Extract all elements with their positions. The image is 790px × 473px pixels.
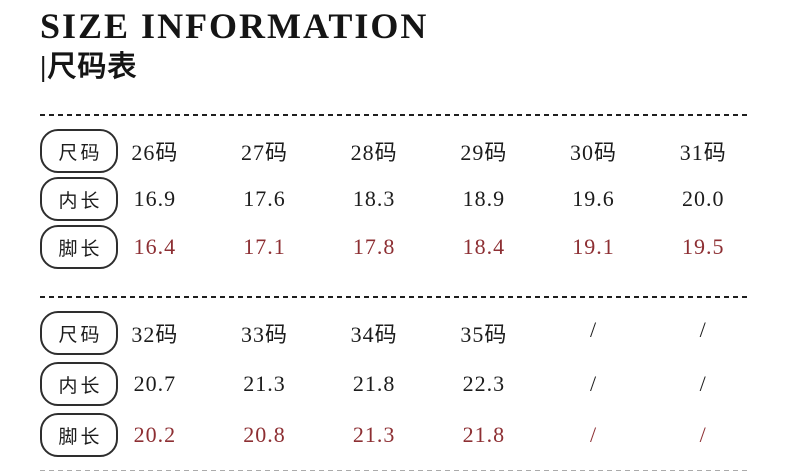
table-cell: 22.3 [462,371,506,396]
divider-bottom [40,470,750,471]
header: SIZE INFORMATION |尺码表 [40,4,428,86]
row-label-pill: 脚长 [40,413,118,457]
table-cell: 16.4 [133,234,177,259]
table-cell: / [699,422,707,447]
row-label-pill: 内长 [40,177,118,221]
row-cells: 32码 33码 34码 35码 / / [100,317,758,349]
table-cell: / [699,317,707,342]
table-cell: 29码 [460,140,508,165]
table-cell: 32码 [131,322,179,347]
table-cell: 20.0 [681,186,725,211]
table-cell: 21.8 [352,371,396,396]
table-cell: 20.2 [133,422,177,447]
table-cell: / [589,371,598,396]
table-cell: 19.6 [572,186,615,211]
divider-top [40,114,750,116]
table-cell: 17.6 [243,186,286,211]
table-cell: 16.9 [133,186,177,211]
table-cell: 34码 [350,322,398,347]
table-cell: 26码 [131,140,179,165]
size-table-small: 尺码 26码 27码 28码 29码 30码 31码内长 16.9 17.6 18.3 18.9 19… [0,129,790,273]
row-label-pill: 内长 [40,362,118,406]
row-label-pill: 脚长 [40,225,118,269]
table-cell: / [699,371,707,396]
table-cell: 19.5 [681,234,725,259]
divider-middle [40,296,750,298]
row-label-pill: 尺码 [40,129,118,173]
row-label-pill: 尺码 [40,311,118,355]
row-cells: 16.4 17.1 17.8 18.4 19.1 19.5 [100,234,758,260]
table-cell: 18.9 [462,186,506,211]
table-cell: 18.3 [352,186,396,211]
table-cell: 17.1 [243,234,286,259]
page-subtitle: |尺码表 [40,51,138,83]
table-cell: 20.8 [243,422,286,447]
page-title: SIZE INFORMATION [40,6,429,46]
table-row: 脚长 20.2 20.8 21.3 21.8 / / [0,413,790,457]
row-cells: 26码 27码 28码 29码 30码 31码 [100,135,758,167]
table-cell: 33码 [241,322,289,347]
table-cell: 21.3 [243,371,286,396]
table-row: 尺码 26码 27码 28码 29码 30码 31码 [0,129,790,173]
table-cell: / [589,422,598,447]
row-cells: 20.7 21.3 21.8 22.3 / / [100,371,758,397]
table-cell: 18.4 [462,234,506,259]
row-cells: 16.9 17.6 18.3 18.9 19.6 20.0 [100,186,758,212]
table-cell: 31码 [679,140,727,165]
table-cell: 20.7 [133,371,177,396]
table-row: 内长 16.9 17.6 18.3 18.9 19.6 20.0 [0,177,790,221]
table-row: 尺码 32码 33码 34码 35码 / / [0,311,790,355]
table-cell: 19.1 [572,234,615,259]
table-row: 内长 20.7 21.3 21.8 22.3 / / [0,362,790,406]
table-cell: 27码 [241,140,289,165]
table-cell: 21.3 [352,422,396,447]
table-cell: 17.8 [352,234,396,259]
table-cell: / [589,317,598,342]
row-cells: 20.2 20.8 21.3 21.8 / / [100,422,758,448]
table-cell: 30码 [570,140,618,165]
table-row: 脚长 16.4 17.1 17.8 18.4 19.1 19.5 [0,225,790,269]
table-cell: 21.8 [462,422,506,447]
table-cell: 35码 [460,322,508,347]
size-table-large: 尺码 32码 33码 34码 35码 / / 内长 20.7 21.3 21.8 22.3// 脚长 20… [0,311,790,464]
table-cell: 28码 [350,140,398,165]
